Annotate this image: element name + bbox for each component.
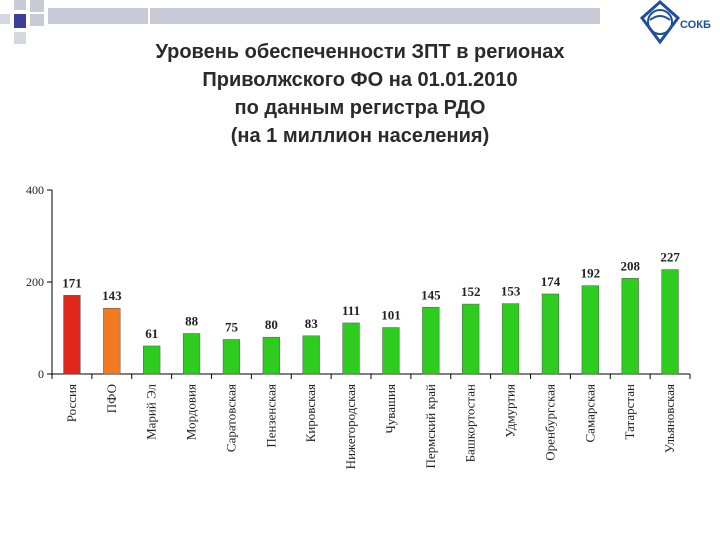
- bar: [103, 307, 121, 375]
- category-label: ПФО: [104, 384, 119, 413]
- bar-value-label: 153: [501, 284, 521, 299]
- bar-value-label: 145: [421, 287, 441, 302]
- bar-value-label: 61: [145, 326, 158, 341]
- bar-value-label: 174: [541, 274, 561, 289]
- bar-value-label: 208: [620, 258, 640, 273]
- category-label: Россия: [64, 384, 79, 422]
- category-label: Башкортостан: [463, 384, 478, 462]
- bar: [661, 269, 679, 375]
- category-label: Кировская: [303, 384, 318, 442]
- y-tick-label: 0: [38, 367, 44, 381]
- category-label: Саратовская: [223, 384, 238, 452]
- category-label: Нижегородская: [343, 384, 358, 469]
- bar-value-label: 101: [381, 308, 401, 323]
- bar: [382, 327, 400, 375]
- category-label: Ульяновская: [662, 384, 677, 453]
- category-label: Чувашия: [383, 384, 398, 434]
- logo: СОКБ: [636, 0, 720, 52]
- bar: [541, 293, 560, 375]
- chart-bars: [63, 269, 679, 375]
- category-label: Удмуртия: [503, 384, 518, 438]
- category-label: Оренбургская: [542, 384, 557, 461]
- title-line-2: Приволжского ФО на 01.01.2010: [202, 69, 518, 91]
- y-tick-label: 400: [26, 183, 44, 197]
- bar-value-label: 88: [185, 314, 199, 329]
- bar-value-label: 143: [102, 288, 122, 303]
- logo-text: СОКБ: [680, 19, 711, 31]
- bar: [422, 307, 440, 375]
- bar-value-label: 227: [660, 250, 680, 265]
- chart-title: Уровень обеспеченности ЗПТ в регионах Пр…: [60, 38, 660, 150]
- bar: [501, 303, 520, 375]
- header-band: [150, 8, 600, 24]
- bar-value-label: 75: [225, 320, 239, 335]
- bar: [462, 303, 480, 375]
- bar: [143, 345, 161, 375]
- decorative-squares: [0, 0, 170, 48]
- chart-data-labels: 171 143 61 88 75 80 83 111 101 145 152 153 174 192 208…: [62, 250, 680, 341]
- title-line-3: по данным регистра РДО: [234, 97, 486, 119]
- bar: [222, 339, 241, 375]
- bar: [63, 295, 81, 375]
- y-tick-label: 200: [26, 275, 44, 289]
- bar: [342, 322, 360, 375]
- bar-value-label: 111: [342, 303, 360, 318]
- category-label: Самарская: [582, 384, 597, 443]
- bar-value-label: 152: [461, 284, 481, 299]
- category-label: Пермский край: [423, 384, 438, 469]
- category-label: Пензенская: [263, 384, 278, 448]
- bar: [302, 335, 320, 375]
- bar: [621, 278, 639, 375]
- title-line-1: Уровень обеспеченности ЗПТ в регионах: [155, 41, 565, 63]
- bar-value-label: 80: [265, 317, 278, 332]
- chart-category-labels: Россия ПФО Марий Эл Мордовия Саратовская Пенз…: [64, 384, 677, 470]
- category-label: Марий Эл: [144, 384, 159, 440]
- bar: [581, 285, 599, 375]
- bar-value-label: 83: [305, 316, 319, 331]
- category-label: Татарстан: [622, 384, 637, 440]
- bar-value-label: 171: [62, 275, 82, 290]
- bar: [182, 333, 201, 375]
- category-label: Мордовия: [184, 384, 199, 440]
- bar-value-label: 192: [581, 266, 601, 281]
- title-line-4: (на 1 миллион населения): [230, 125, 490, 147]
- bar: [262, 336, 280, 375]
